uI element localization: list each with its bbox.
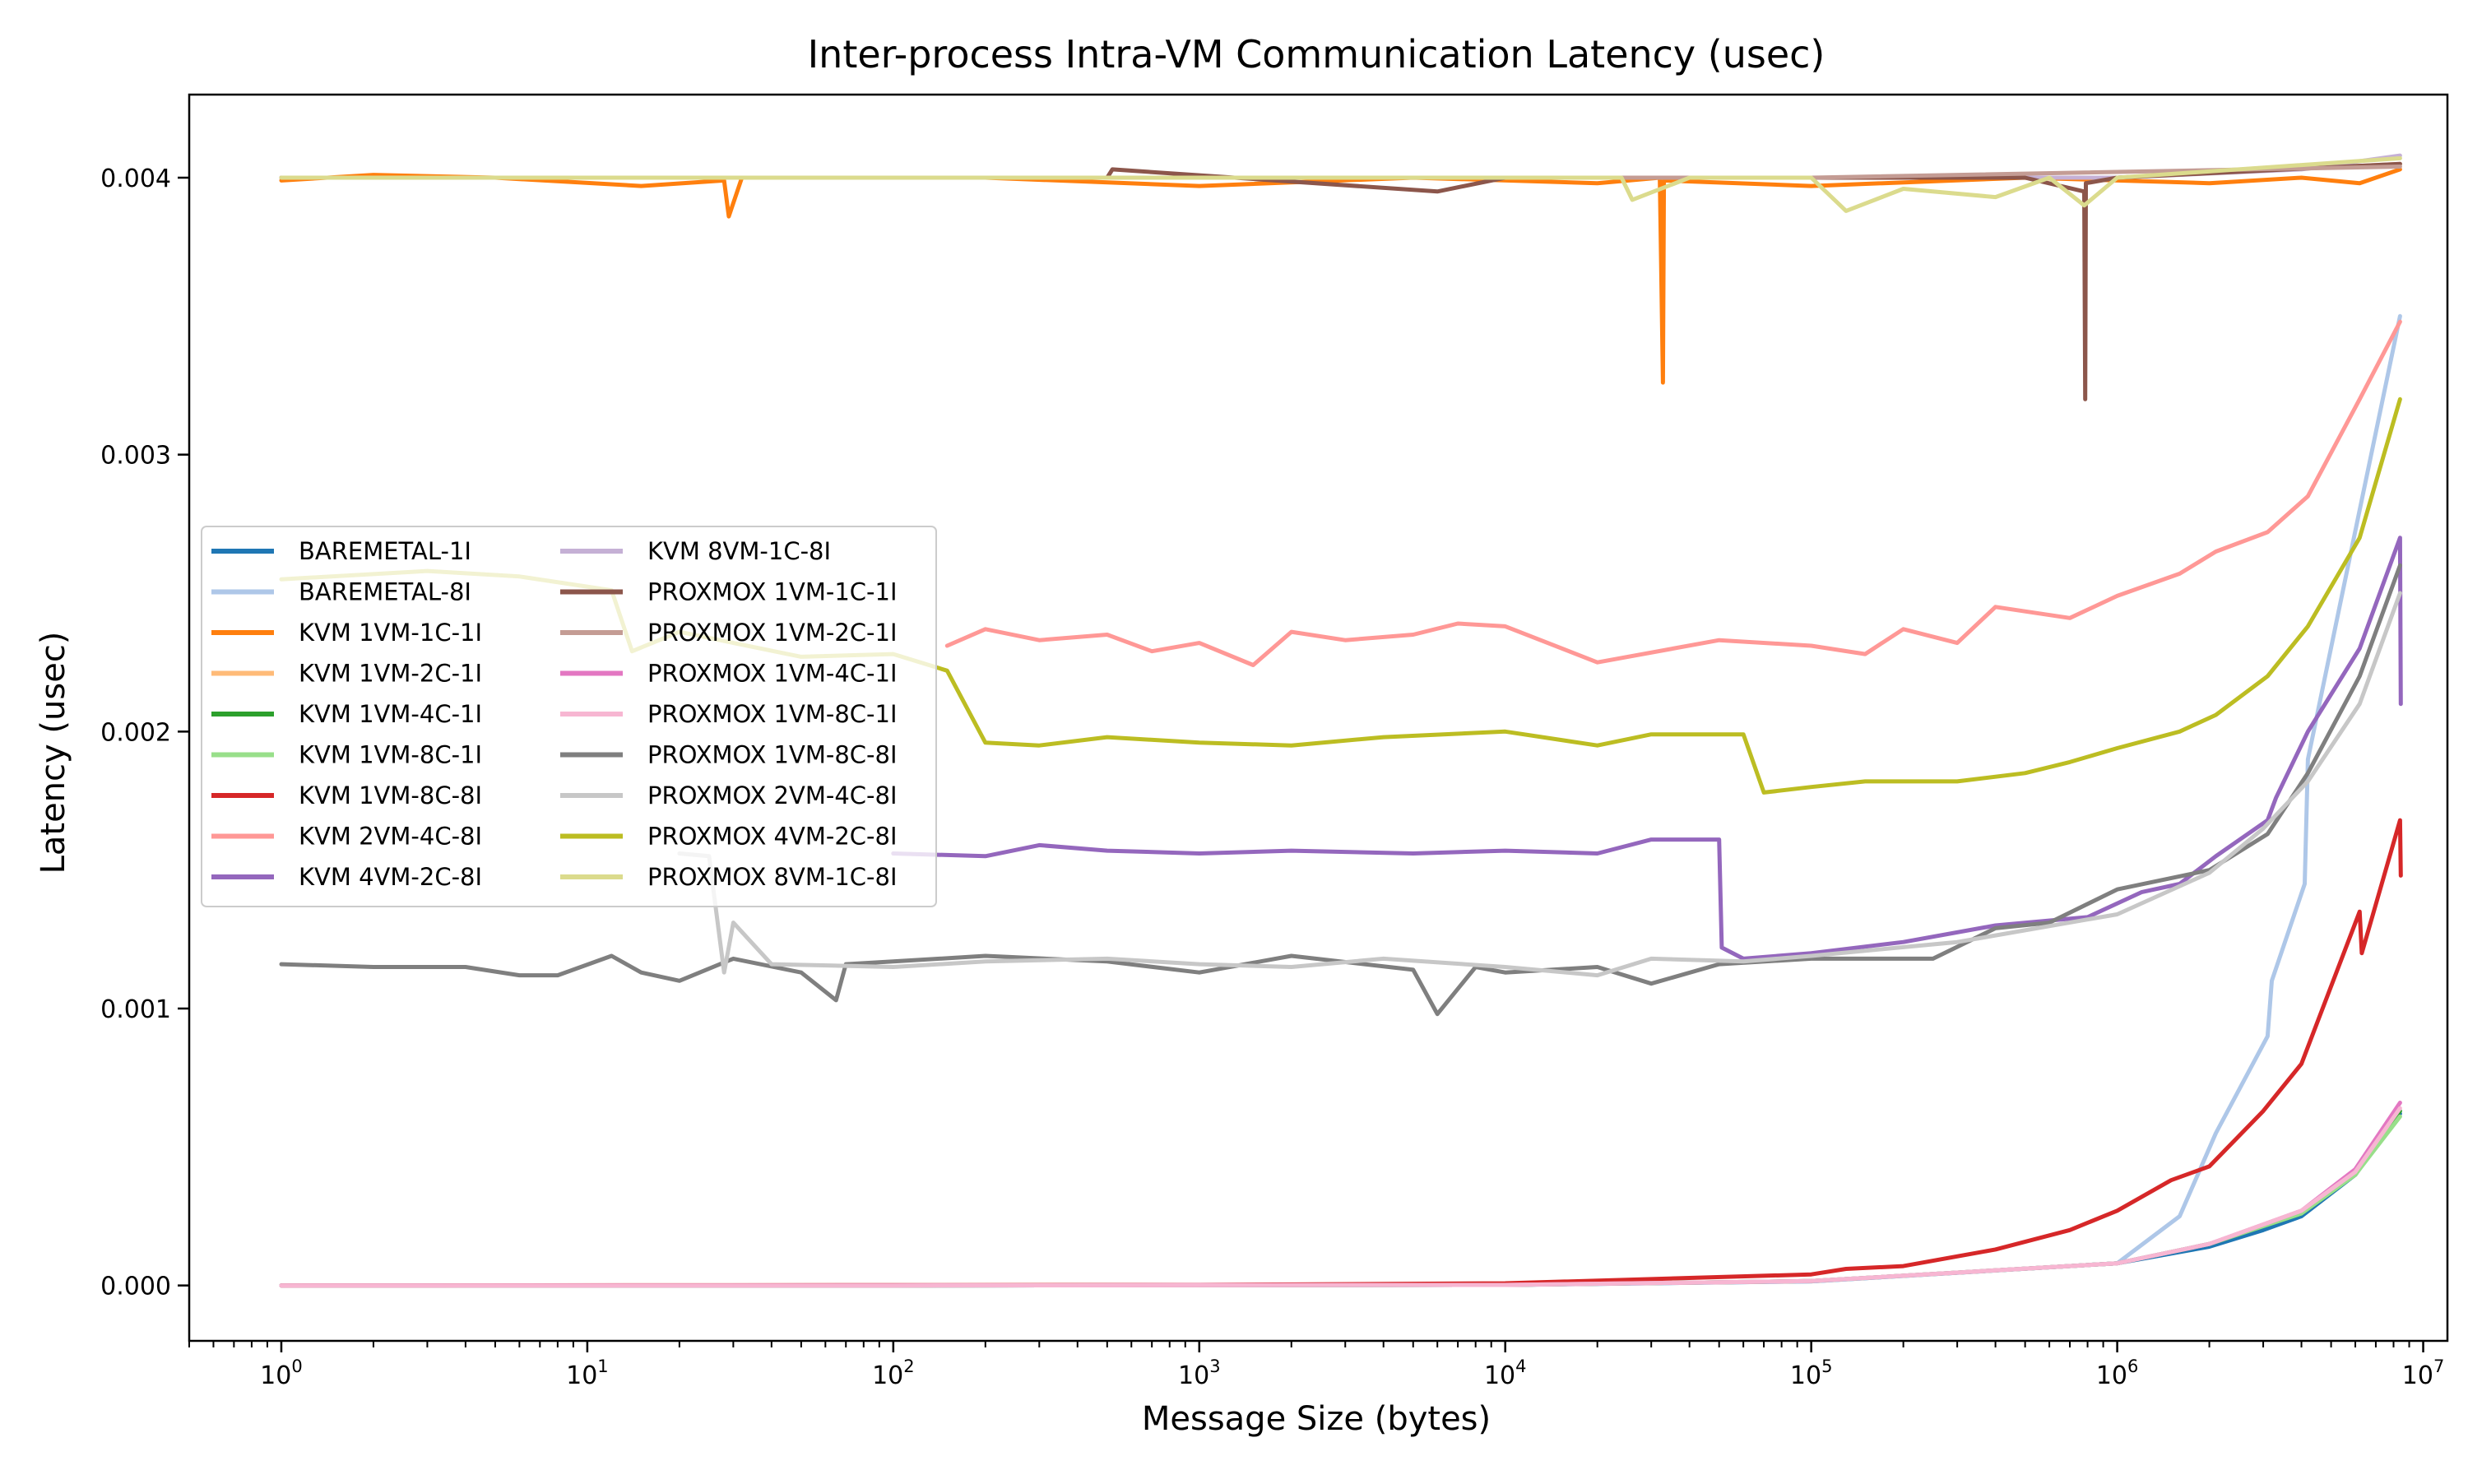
x-tick-base: 10	[1178, 1361, 1209, 1390]
x-tick-exponent: 3	[1209, 1356, 1220, 1376]
y-tick-label: 0.003	[100, 442, 171, 471]
series-line-kvm-2vm-4c-8i	[944, 319, 2402, 667]
x-tick-exponent: 0	[291, 1356, 302, 1376]
legend-label: PROXMOX 8VM-1C-8I	[647, 863, 898, 891]
x-tick-label: 107	[2402, 1356, 2445, 1390]
legend-label: KVM 1VM-4C-1I	[299, 700, 482, 728]
legend-label: KVM 1VM-8C-1I	[299, 741, 482, 769]
series-line-kvm-4vm-2c-8i	[891, 536, 2403, 961]
x-tick-base: 10	[872, 1361, 903, 1390]
legend: BAREMETAL-1I BAREMETAL-8I KVM 1VM-1C-1I KVM…	[201, 526, 937, 907]
y-tick-label: 0.004	[100, 165, 171, 193]
plot-frame	[188, 93, 2449, 1343]
y-tick-label: 0.002	[100, 718, 171, 747]
legend-label: KVM 2VM-4C-8I	[299, 823, 482, 851]
series-line-proxmox-2vm-4c-8i	[677, 591, 2402, 978]
legend-label: PROXMOX 1VM-4C-1I	[647, 660, 898, 688]
legend-label: PROXMOX 1VM-1C-1I	[647, 578, 898, 606]
plot-area	[279, 153, 2403, 1288]
x-tick-base: 10	[2096, 1361, 2127, 1390]
series-line-kvm-1vm-8c-1i	[279, 1114, 2402, 1288]
x-tick-base: 10	[1790, 1361, 1821, 1390]
legend-label: PROXMOX 1VM-8C-8I	[647, 741, 898, 769]
legend-label: BAREMETAL-1I	[299, 537, 471, 565]
x-tick-exponent: 4	[1515, 1356, 1526, 1376]
series-line-kvm-1vm-1c-1i	[279, 167, 2402, 385]
series-line-proxmox-1vm-8c-1i	[279, 1106, 2402, 1288]
x-tick-label: 102	[872, 1356, 915, 1390]
legend-label: PROXMOX 4VM-2C-8I	[647, 823, 898, 851]
x-tick-label: 103	[1178, 1356, 1221, 1390]
legend-label: KVM 1VM-8C-8I	[299, 781, 482, 809]
series-line-kvm-1vm-4c-1i	[279, 1109, 2402, 1288]
legend-label: KVM 1VM-1C-1I	[299, 619, 482, 647]
x-tick-base: 10	[2402, 1361, 2433, 1390]
series-line-proxmox-8vm-1c-8i	[279, 155, 2402, 213]
x-tick-exponent: 1	[597, 1356, 608, 1376]
legend-label: KVM 1VM-2C-1I	[299, 660, 482, 688]
x-tick-label: 100	[260, 1356, 303, 1390]
x-tick-label: 101	[566, 1356, 609, 1390]
x-tick-base: 10	[566, 1361, 597, 1390]
x-tick-exponent: 5	[1821, 1356, 1832, 1376]
series-line-baremetal-1i	[279, 1111, 2402, 1288]
x-tick-base: 10	[260, 1361, 291, 1390]
series-line-kvm-1vm-8c-8i	[279, 818, 2403, 1288]
x-tick-exponent: 6	[2127, 1356, 2138, 1376]
legend-label: KVM 4VM-2C-8I	[299, 863, 482, 891]
x-tick-exponent: 2	[903, 1356, 914, 1376]
legend-label: PROXMOX 2VM-4C-8I	[647, 781, 898, 809]
series-line-proxmox-1vm-1c-1i	[279, 161, 2402, 401]
legend-label: PROXMOX 1VM-8C-1I	[647, 700, 898, 728]
y-tick-label: 0.001	[100, 995, 171, 1024]
x-tick-label: 105	[1790, 1356, 1833, 1390]
x-axis-label: Message Size (bytes)	[1142, 1400, 1491, 1438]
x-tick-exponent: 7	[2433, 1356, 2444, 1376]
x-tick-label: 106	[2096, 1356, 2139, 1390]
y-tick-label: 0.000	[100, 1273, 171, 1301]
legend-label: KVM 8VM-1C-8I	[647, 537, 831, 565]
series-line-proxmox-1vm-4c-1i	[279, 1101, 2402, 1288]
legend-label: PROXMOX 1VM-2C-1I	[647, 619, 898, 647]
x-tick-base: 10	[1484, 1361, 1515, 1390]
series-lines	[279, 153, 2403, 1288]
chart-title: Inter-process Intra-VM Communication Lat…	[808, 32, 1825, 77]
x-tick-label: 104	[1484, 1356, 1527, 1390]
legend-label: BAREMETAL-8I	[299, 578, 471, 606]
y-axis-label: Latency (usec)	[35, 632, 72, 874]
